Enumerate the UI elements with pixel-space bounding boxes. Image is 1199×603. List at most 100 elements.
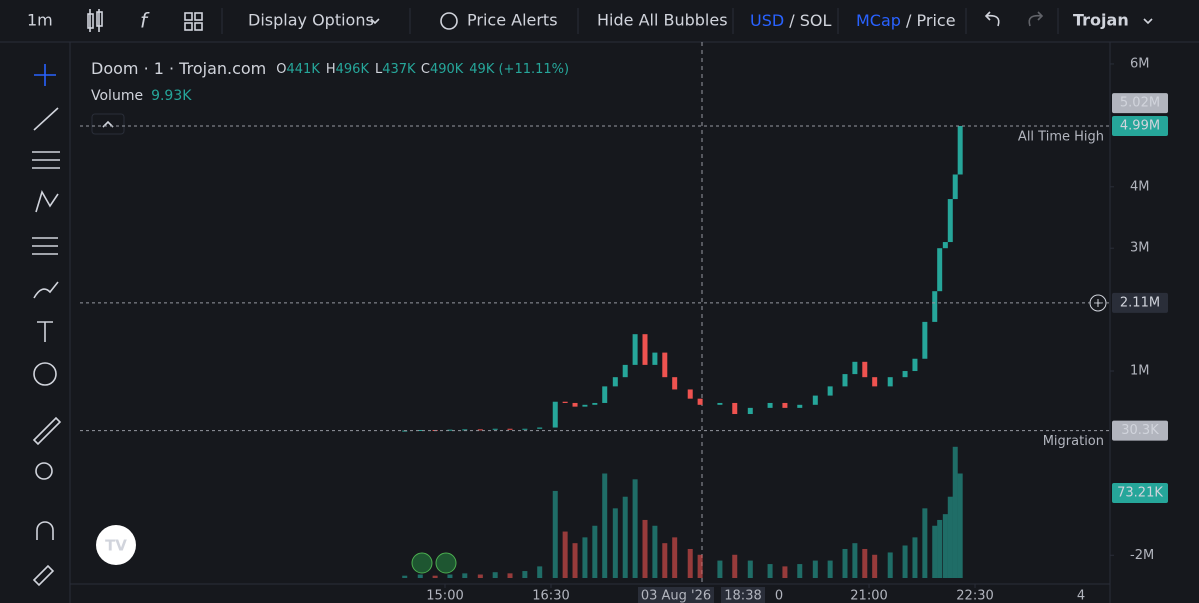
zoom-tool[interactable] xyxy=(35,462,53,480)
interval-button[interactable]: 1m xyxy=(27,11,53,30)
candle xyxy=(662,352,668,378)
currency-toggle[interactable]: USD / SOL xyxy=(750,11,832,30)
volume-bar xyxy=(477,574,483,578)
tv-logo-text: TV xyxy=(105,537,127,555)
change: 49K (+11.11%) xyxy=(469,62,569,77)
mcap-toggle[interactable]: MCap / Price xyxy=(856,11,956,30)
candle xyxy=(632,334,638,365)
price-label-box xyxy=(1112,115,1168,136)
x-extra-label: 0 xyxy=(775,589,783,603)
dropdown-caret xyxy=(370,18,380,25)
usd[interactable]: USD xyxy=(750,11,784,30)
collapse-legend[interactable] xyxy=(91,113,125,135)
y-tick-label: -2M xyxy=(1130,548,1154,563)
price-label: 2.11M xyxy=(1120,295,1160,310)
volume-bar xyxy=(902,545,908,578)
volume-value: 9.93K xyxy=(151,88,192,104)
price-label-box xyxy=(1112,292,1168,313)
magnet-tool[interactable] xyxy=(36,521,54,540)
h-value: 496K xyxy=(336,62,370,77)
candle xyxy=(747,407,753,415)
volume-bar xyxy=(767,564,773,578)
pattern-tool[interactable] xyxy=(35,189,59,213)
candle xyxy=(537,427,543,429)
volume-bar xyxy=(592,525,598,578)
price-annotation: Migration xyxy=(1043,434,1104,449)
candle xyxy=(827,386,833,396)
platform[interactable]: Trojan xyxy=(1073,11,1129,30)
mcap[interactable]: MCap xyxy=(856,11,901,30)
volume-label: 73.21K xyxy=(1117,486,1163,501)
candle xyxy=(912,358,918,372)
fib-tool[interactable] xyxy=(32,151,60,169)
bubbles xyxy=(411,552,457,574)
candle xyxy=(462,429,468,431)
hide-bubbles[interactable]: Hide All Bubbles xyxy=(597,11,728,30)
line-tool[interactable] xyxy=(33,107,59,131)
volume-bar xyxy=(622,496,628,578)
redo-button[interactable] xyxy=(1028,11,1044,27)
volume-bar xyxy=(662,543,668,578)
volume-bar xyxy=(922,508,928,578)
candle xyxy=(612,377,618,387)
alert-icon xyxy=(440,12,458,30)
volume-bar xyxy=(562,531,568,578)
measure-tool[interactable] xyxy=(32,416,62,446)
volume-bar xyxy=(672,537,678,578)
y-tick-label: 1M xyxy=(1130,364,1150,379)
sol[interactable]: SOL xyxy=(800,11,832,30)
tv-logo[interactable] xyxy=(96,525,136,565)
volume-bar xyxy=(852,543,858,578)
undo-button[interactable] xyxy=(984,11,1000,27)
brush-tool[interactable] xyxy=(33,281,59,299)
x-label-box xyxy=(721,587,765,603)
candle xyxy=(797,404,803,408)
emoji-tool[interactable] xyxy=(33,362,57,386)
projection-tool[interactable] xyxy=(32,237,58,255)
candle-type-button[interactable] xyxy=(87,9,103,32)
candle xyxy=(952,174,958,200)
lock-tool[interactable] xyxy=(32,564,55,587)
layout-button[interactable] xyxy=(184,12,203,31)
candle xyxy=(922,321,928,359)
volume-bar xyxy=(732,554,738,578)
bubble[interactable] xyxy=(435,552,457,574)
volume-bar xyxy=(572,543,578,578)
x-extra-label: 4 xyxy=(1077,589,1085,603)
display-options[interactable]: Display Options xyxy=(248,11,374,30)
volume-bar xyxy=(797,564,803,578)
volume-bar xyxy=(652,525,658,578)
text-tool[interactable] xyxy=(37,321,53,342)
volume-bar xyxy=(937,519,943,578)
volume-bar xyxy=(747,560,753,578)
candle xyxy=(902,371,908,378)
candle xyxy=(507,428,513,430)
candle xyxy=(717,402,723,405)
h-label: H xyxy=(326,62,336,77)
crosshair-tool[interactable] xyxy=(34,64,56,86)
volume-label-box xyxy=(1112,483,1168,503)
price[interactable]: Price xyxy=(917,11,956,30)
volume-bar xyxy=(402,575,408,578)
price-label-box xyxy=(1112,93,1168,114)
volume-bar xyxy=(462,573,468,578)
bubble[interactable] xyxy=(411,552,433,574)
candle xyxy=(552,401,558,428)
volume-bar xyxy=(697,554,703,578)
candle xyxy=(687,389,693,399)
candle xyxy=(642,334,648,365)
volume-bar xyxy=(932,525,938,578)
x-tick-label: 15:00 xyxy=(426,589,463,603)
candle xyxy=(767,402,773,408)
indicators-button[interactable]: f xyxy=(140,9,150,33)
candle xyxy=(862,361,868,378)
candle xyxy=(942,242,948,249)
x-label-box xyxy=(638,587,714,603)
symbol: Doom · 1 · Trojan.com xyxy=(91,59,266,78)
x-tick-label: 22:30 xyxy=(956,589,993,603)
volume-bar xyxy=(782,566,788,578)
volume-bar xyxy=(632,479,638,578)
candle xyxy=(572,402,578,407)
price-alerts[interactable]: Price Alerts xyxy=(467,11,558,30)
dropdown-caret xyxy=(1143,18,1153,25)
